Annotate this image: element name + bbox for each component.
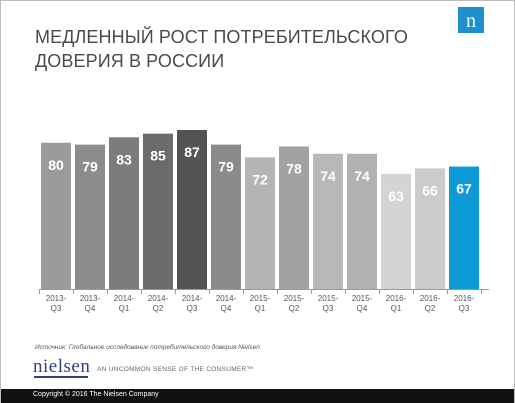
- data-label-2013-Q3: 80: [48, 157, 64, 173]
- x-tick-label-2013-Q4-0: 2013-: [80, 294, 101, 303]
- x-tick-label-2015-Q1-1: Q1: [255, 304, 266, 313]
- bar-2015-Q2: [279, 146, 309, 289]
- x-tick-label-2014-Q1-0: 2014-: [114, 294, 135, 303]
- bar-2014-Q4: [211, 144, 241, 289]
- brand-tagline: AN UNCOMMON SENSE OF THE CONSUMER™: [97, 366, 254, 373]
- svg-text:n: n: [466, 10, 476, 32]
- data-label-2016-Q3: 67: [456, 181, 472, 197]
- x-tick-label-2016-Q2-0: 2016-: [420, 294, 441, 303]
- data-label-2014-Q4: 79: [218, 159, 234, 175]
- copyright-text: Copyright © 2016 The Nielsen Company: [33, 391, 159, 398]
- brand-underline: [34, 376, 88, 378]
- x-tick-label-2016-Q3-1: Q3: [459, 304, 470, 313]
- data-label-2016-Q2: 66: [422, 182, 438, 198]
- x-tick-label-2013-Q3-1: Q3: [51, 304, 62, 313]
- bar-2014-Q3: [177, 130, 207, 289]
- footer-bar: Copyright © 2016 The Nielsen Company: [1, 389, 514, 403]
- bar-2014-Q2: [143, 133, 173, 289]
- x-tick-label-2013-Q4-1: Q4: [85, 304, 96, 313]
- x-tick-label-2015-Q1-0: 2015-: [250, 294, 271, 303]
- x-tick-label-2014-Q3-0: 2014-: [182, 294, 203, 303]
- data-label-2015-Q4: 74: [354, 168, 370, 184]
- x-tick-label-2014-Q2-1: Q2: [153, 304, 164, 313]
- data-label-2015-Q3: 74: [320, 168, 336, 184]
- x-tick-label-2013-Q3-0: 2013-: [46, 294, 67, 303]
- data-label-2014-Q3: 87: [184, 144, 200, 160]
- nielsen-logo-icon: n: [458, 7, 484, 33]
- data-label-2014-Q1: 83: [116, 151, 132, 167]
- bar-2013-Q3: [41, 142, 71, 289]
- x-tick-label-2015-Q3-1: Q3: [323, 304, 334, 313]
- bar-2015-Q4: [347, 153, 377, 289]
- x-tick-label-2015-Q3-0: 2015-: [318, 294, 339, 303]
- source-note: Источник: Глобальное исследование потреб…: [35, 344, 260, 351]
- bar-2016-Q2: [415, 168, 445, 289]
- x-tick-label-2015-Q2-0: 2015-: [284, 294, 305, 303]
- x-tick-label-2015-Q2-1: Q2: [289, 304, 300, 313]
- x-tick-label-2016-Q1-1: Q1: [391, 304, 402, 313]
- page-title: МЕДЛЕННЫЙ РОСТ ПОТРЕБИТЕЛЬСКОГО ДОВЕРИЯ …: [35, 27, 408, 71]
- bar-2016-Q3: [449, 166, 479, 289]
- data-label-2014-Q2: 85: [150, 148, 166, 164]
- x-tick-label-2014-Q4-0: 2014-: [216, 294, 237, 303]
- x-tick-label-2014-Q2-0: 2014-: [148, 294, 169, 303]
- brand-logo: nielsen: [33, 356, 91, 377]
- bar-chart: 802013-Q3792013-Q4832014-Q1852014-Q28720…: [39, 130, 489, 313]
- x-tick-label-2014-Q4-1: Q4: [221, 304, 232, 313]
- data-label-2013-Q4: 79: [82, 159, 98, 175]
- x-tick-label-2014-Q1-1: Q1: [119, 304, 130, 313]
- x-tick-label-2015-Q4-0: 2015-: [352, 294, 373, 303]
- bar-2016-Q1: [381, 173, 411, 289]
- x-tick-label-2016-Q3-0: 2016-: [454, 294, 475, 303]
- bar-2014-Q1: [109, 137, 139, 289]
- data-label-2016-Q1: 63: [388, 188, 404, 204]
- x-tick-label-2016-Q2-1: Q2: [425, 304, 436, 313]
- data-label-2015-Q1: 72: [252, 171, 268, 187]
- bar-2013-Q4: [75, 144, 105, 289]
- bar-2015-Q1: [245, 157, 275, 289]
- bar-2015-Q3: [313, 153, 343, 289]
- x-tick-label-2016-Q1-0: 2016-: [386, 294, 407, 303]
- data-label-2015-Q2: 78: [286, 160, 302, 176]
- x-tick-label-2014-Q3-1: Q3: [187, 304, 198, 313]
- x-tick-label-2015-Q4-1: Q4: [357, 304, 368, 313]
